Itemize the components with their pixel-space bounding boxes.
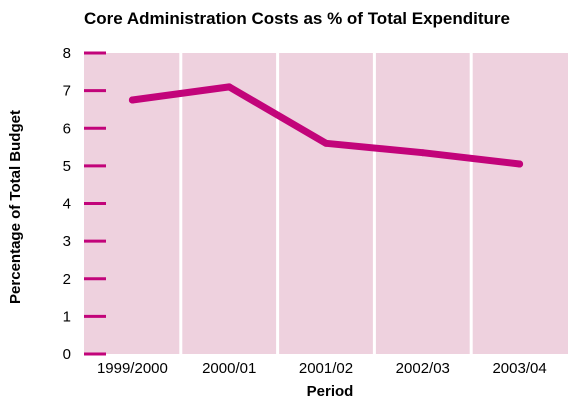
x-tick-label: 2000/01 — [202, 360, 256, 377]
data-point — [322, 139, 330, 147]
x-tick-label: 2003/04 — [492, 360, 546, 377]
y-tick-label: 3 — [63, 233, 71, 250]
y-tick-label: 4 — [63, 196, 71, 213]
plot-area — [84, 53, 568, 354]
y-axis: 0 1 2 3 4 5 6 7 8 — [63, 45, 106, 363]
chart-title: Core Administration Costs as % of Total … — [84, 9, 510, 28]
data-point — [128, 96, 136, 104]
x-tick-label: 2001/02 — [299, 360, 353, 377]
x-axis: 1999/2000 2000/01 2001/02 2002/03 2003/04 — [97, 360, 547, 377]
data-point — [225, 83, 233, 91]
y-tick-label: 6 — [63, 120, 71, 137]
data-point — [419, 149, 427, 157]
y-tick-label: 8 — [63, 45, 71, 62]
series-layer — [128, 83, 524, 168]
x-tick-label: 2002/03 — [396, 360, 450, 377]
gridlines — [179, 53, 473, 354]
y-tick-label: 1 — [63, 308, 71, 325]
y-tick-label: 2 — [63, 271, 71, 288]
y-tick-label: 0 — [63, 346, 71, 363]
y-tick-label: 7 — [63, 83, 71, 100]
data-point — [516, 160, 524, 168]
x-tick-label: 1999/2000 — [97, 360, 168, 377]
y-tick-label: 5 — [63, 158, 71, 175]
y-axis-title: Percentage of Total Budget — [7, 110, 24, 304]
x-axis-title: Period — [307, 383, 354, 400]
